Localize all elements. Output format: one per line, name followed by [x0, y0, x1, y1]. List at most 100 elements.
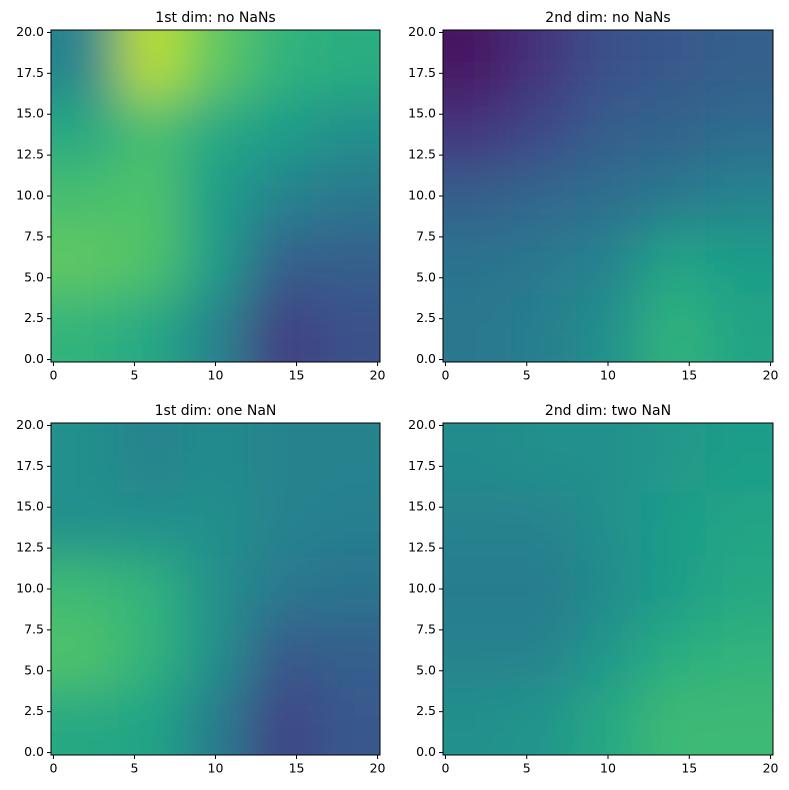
heat-cell	[443, 30, 511, 99]
y-tick-label: 2.5	[24, 703, 44, 718]
y-tick-label: 20.0	[408, 417, 436, 432]
heat-cell	[183, 30, 249, 99]
heat-cell	[510, 556, 576, 623]
x-tick-label: 5	[523, 368, 531, 383]
x-tick-label: 15	[289, 761, 305, 776]
heat-cell	[575, 97, 642, 164]
heat-cell	[443, 97, 511, 164]
y-tick-label: 2.5	[24, 310, 44, 325]
y-tick-label: 17.5	[408, 458, 436, 473]
heat-cell	[443, 556, 511, 623]
heat-cell	[183, 490, 249, 557]
heat-cell	[183, 621, 249, 688]
heat-cell	[640, 30, 707, 99]
y-tick-label: 12.5	[16, 540, 44, 555]
heat-cell	[118, 556, 184, 623]
plot-area	[443, 423, 773, 755]
heat-cell	[443, 228, 511, 295]
y-tick-label: 15.0	[408, 499, 436, 514]
heat-cell	[705, 97, 773, 164]
heat-cell	[312, 97, 380, 164]
heat-cell	[312, 30, 380, 99]
heat-cell	[575, 556, 642, 623]
chart-title: 1st dim: no NaNs	[155, 10, 275, 26]
heat-cell	[118, 490, 184, 557]
x-tick-label: 20	[370, 368, 386, 383]
heat-cell	[510, 423, 576, 492]
heat-cell	[575, 687, 642, 755]
plot-area	[51, 423, 380, 755]
y-tick-label: 10.0	[408, 188, 436, 203]
heat-cell	[183, 228, 249, 295]
y-tick-label: 17.5	[16, 65, 44, 80]
heat-cell	[705, 490, 773, 557]
heat-cell	[51, 163, 119, 230]
y-tick-label: 10.0	[16, 581, 44, 596]
heat-cell	[705, 556, 773, 623]
heat-cell	[51, 228, 119, 295]
heat-cell	[247, 490, 314, 557]
heat-cell	[443, 490, 511, 557]
heat-cell	[51, 294, 119, 362]
heat-cell	[183, 556, 249, 623]
heat-cell	[118, 97, 184, 164]
y-tick-label: 0.0	[24, 744, 44, 759]
y-tick-label: 20.0	[16, 417, 44, 432]
y-tick-label: 20.0	[16, 24, 44, 39]
x-tick-label: 15	[681, 368, 697, 383]
y-tick-label: 5.0	[416, 269, 436, 284]
heat-cell	[247, 97, 314, 164]
heat-cell	[443, 163, 511, 230]
y-tick-label: 12.5	[16, 147, 44, 162]
heat-cell	[705, 687, 773, 755]
heatmap	[51, 30, 380, 362]
x-tick-label: 10	[600, 761, 616, 776]
heat-cell	[312, 294, 380, 362]
heat-cell	[705, 163, 773, 230]
heat-cell	[247, 556, 314, 623]
x-tick-label: 10	[600, 368, 616, 383]
y-tick-label: 10.0	[16, 188, 44, 203]
y-tick-label: 2.5	[416, 310, 436, 325]
plot-area	[443, 30, 773, 362]
x-tick-label: 0	[441, 761, 449, 776]
heat-cell	[183, 294, 249, 362]
x-tick-label: 20	[763, 761, 779, 776]
heat-cell	[575, 228, 642, 295]
heat-cell	[118, 30, 184, 99]
heat-cell	[443, 294, 511, 362]
heatmap	[443, 30, 773, 362]
x-tick-label: 15	[289, 368, 305, 383]
x-tick-label: 5	[130, 761, 138, 776]
y-tick-label: 0.0	[416, 351, 436, 366]
chart-title: 1st dim: one NaN	[155, 403, 277, 419]
heat-cell	[183, 97, 249, 164]
heat-cell	[247, 30, 314, 99]
heat-cell	[640, 423, 707, 492]
heat-cell	[247, 163, 314, 230]
heat-cell	[118, 687, 184, 755]
plot-area	[51, 30, 380, 362]
x-tick-label: 0	[441, 368, 449, 383]
heat-cell	[183, 163, 249, 230]
y-tick-label: 5.0	[24, 662, 44, 677]
heat-cell	[640, 687, 707, 755]
heat-cell	[312, 423, 380, 492]
heat-cell	[118, 621, 184, 688]
x-tick-label: 10	[208, 368, 224, 383]
chart-title: 2nd dim: two NaN	[545, 403, 671, 419]
heat-cell	[51, 97, 119, 164]
heat-cell	[312, 621, 380, 688]
heat-cell	[312, 556, 380, 623]
heat-cell	[575, 30, 642, 99]
heat-cell	[510, 687, 576, 755]
heat-cell	[183, 423, 249, 492]
heat-cell	[118, 228, 184, 295]
heat-cell	[705, 294, 773, 362]
y-tick-label: 12.5	[408, 540, 436, 555]
heat-cell	[118, 423, 184, 492]
y-tick-label: 7.5	[24, 228, 44, 243]
heat-cell	[183, 687, 249, 755]
y-tick-label: 5.0	[24, 269, 44, 284]
heat-cell	[51, 687, 119, 755]
